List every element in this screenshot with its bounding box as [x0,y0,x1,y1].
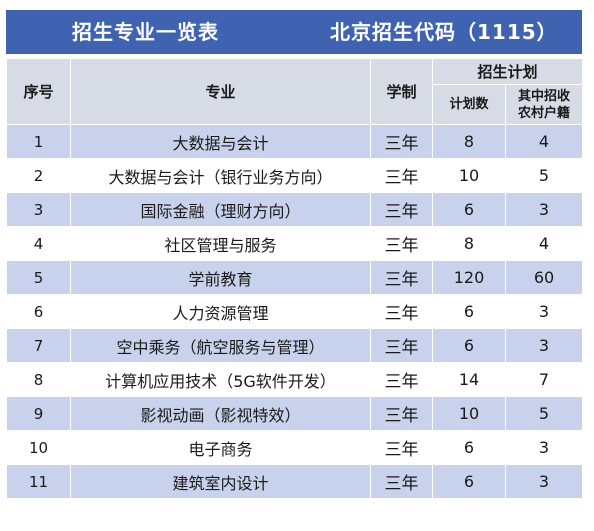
cell-duration: 三年 [370,260,433,295]
cell-duration: 三年 [370,396,433,431]
cell-major: 建筑室内设计 [70,464,371,499]
cell-rural: 3 [504,294,584,329]
cell-duration: 三年 [370,294,433,329]
table-row: 11 建筑室内设计 三年 6 3 [6,464,584,499]
cell-major: 学前教育 [70,260,371,295]
cell-index: 7 [6,328,71,363]
title-bar: 招生专业一览表 北京招生代码（1115） [6,10,582,54]
cell-index: 1 [6,124,71,159]
cell-major: 空中乘务（航空服务与管理） [70,328,371,363]
cell-index: 2 [6,158,71,193]
cell-major: 人力资源管理 [70,294,371,329]
cell-duration: 三年 [370,124,433,159]
cell-total: 120 [432,260,506,295]
table-title: 招生专业一览表 [72,20,219,44]
cell-index: 9 [6,396,71,431]
cell-rural: 3 [504,430,584,465]
column-header-duration: 学制 [370,58,433,125]
cell-major: 国际金融（理财方向） [70,192,371,227]
cell-rural: 3 [504,464,584,499]
cell-duration: 三年 [370,362,433,397]
cell-duration: 三年 [370,464,433,499]
cell-rural: 3 [504,192,584,227]
cell-index: 5 [6,260,71,295]
table-row: 4 社区管理与服务 三年 8 4 [6,226,584,261]
cell-rural: 60 [504,260,584,295]
cell-rural: 7 [504,362,584,397]
table-row: 10 电子商务 三年 6 3 [6,430,584,465]
cell-duration: 三年 [370,158,433,193]
cell-total: 6 [432,464,506,499]
cell-total: 10 [432,158,506,193]
cell-duration: 三年 [370,430,433,465]
cell-duration: 三年 [370,192,433,227]
table-row: 6 人力资源管理 三年 6 3 [6,294,584,329]
table-row: 8 计算机应用技术（5G软件开发） 三年 14 7 [6,362,584,397]
cell-major: 大数据与会计（银行业务方向） [70,158,371,193]
cell-major: 社区管理与服务 [70,226,371,261]
admission-code-title: 北京招生代码（1115） [330,20,558,44]
cell-major: 影视动画（影视特效） [70,396,371,431]
cell-total: 6 [432,192,506,227]
table-row: 9 影视动画（影视特效） 三年 10 5 [6,396,584,431]
column-header-plan-group: 招生计划 [431,58,584,85]
cell-duration: 三年 [370,328,433,363]
cell-index: 10 [6,430,71,465]
majors-table: 序号 专业 学制 招生计划 计划数 其中招收 农村户籍 1 大数据与会计 三年 … [6,58,584,499]
column-header-index: 序号 [6,58,71,125]
cell-major: 大数据与会计 [70,124,371,159]
cell-index: 3 [6,192,71,227]
cell-rural: 3 [504,328,584,363]
cell-index: 6 [6,294,71,329]
cell-index: 4 [6,226,71,261]
table-row: 7 空中乘务（航空服务与管理） 三年 6 3 [6,328,584,363]
table-row: 5 学前教育 三年 120 60 [6,260,584,295]
table-row: 1 大数据与会计 三年 8 4 [6,124,584,159]
column-header-plan-total: 计划数 [432,84,506,125]
cell-major: 电子商务 [70,430,371,465]
header-row-sub: 计划数 其中招收 农村户籍 [7,84,584,125]
plan-rural-line2: 农村户籍 [518,105,571,121]
cell-total: 8 [432,124,506,159]
cell-total: 6 [432,294,506,329]
column-header-major: 专业 [70,58,371,125]
cell-duration: 三年 [370,226,433,261]
cell-major: 计算机应用技术（5G软件开发） [70,362,371,397]
cell-rural: 5 [504,396,584,431]
cell-index: 11 [6,464,71,499]
header-row-top: 序号 专业 学制 招生计划 [6,58,584,125]
cell-total: 8 [432,226,506,261]
cell-rural: 4 [504,124,584,159]
cell-total: 6 [432,430,506,465]
table-row: 2 大数据与会计（银行业务方向） 三年 10 5 [6,158,584,193]
cell-total: 10 [432,396,506,431]
cell-rural: 4 [504,226,584,261]
cell-total: 14 [432,362,506,397]
cell-total: 6 [432,328,506,363]
column-header-plan-rural: 其中招收 农村户籍 [504,84,584,125]
cell-rural: 5 [504,158,584,193]
table-row: 3 国际金融（理财方向） 三年 6 3 [6,192,584,227]
plan-rural-line1: 其中招收 [518,88,571,104]
cell-index: 8 [6,362,71,397]
